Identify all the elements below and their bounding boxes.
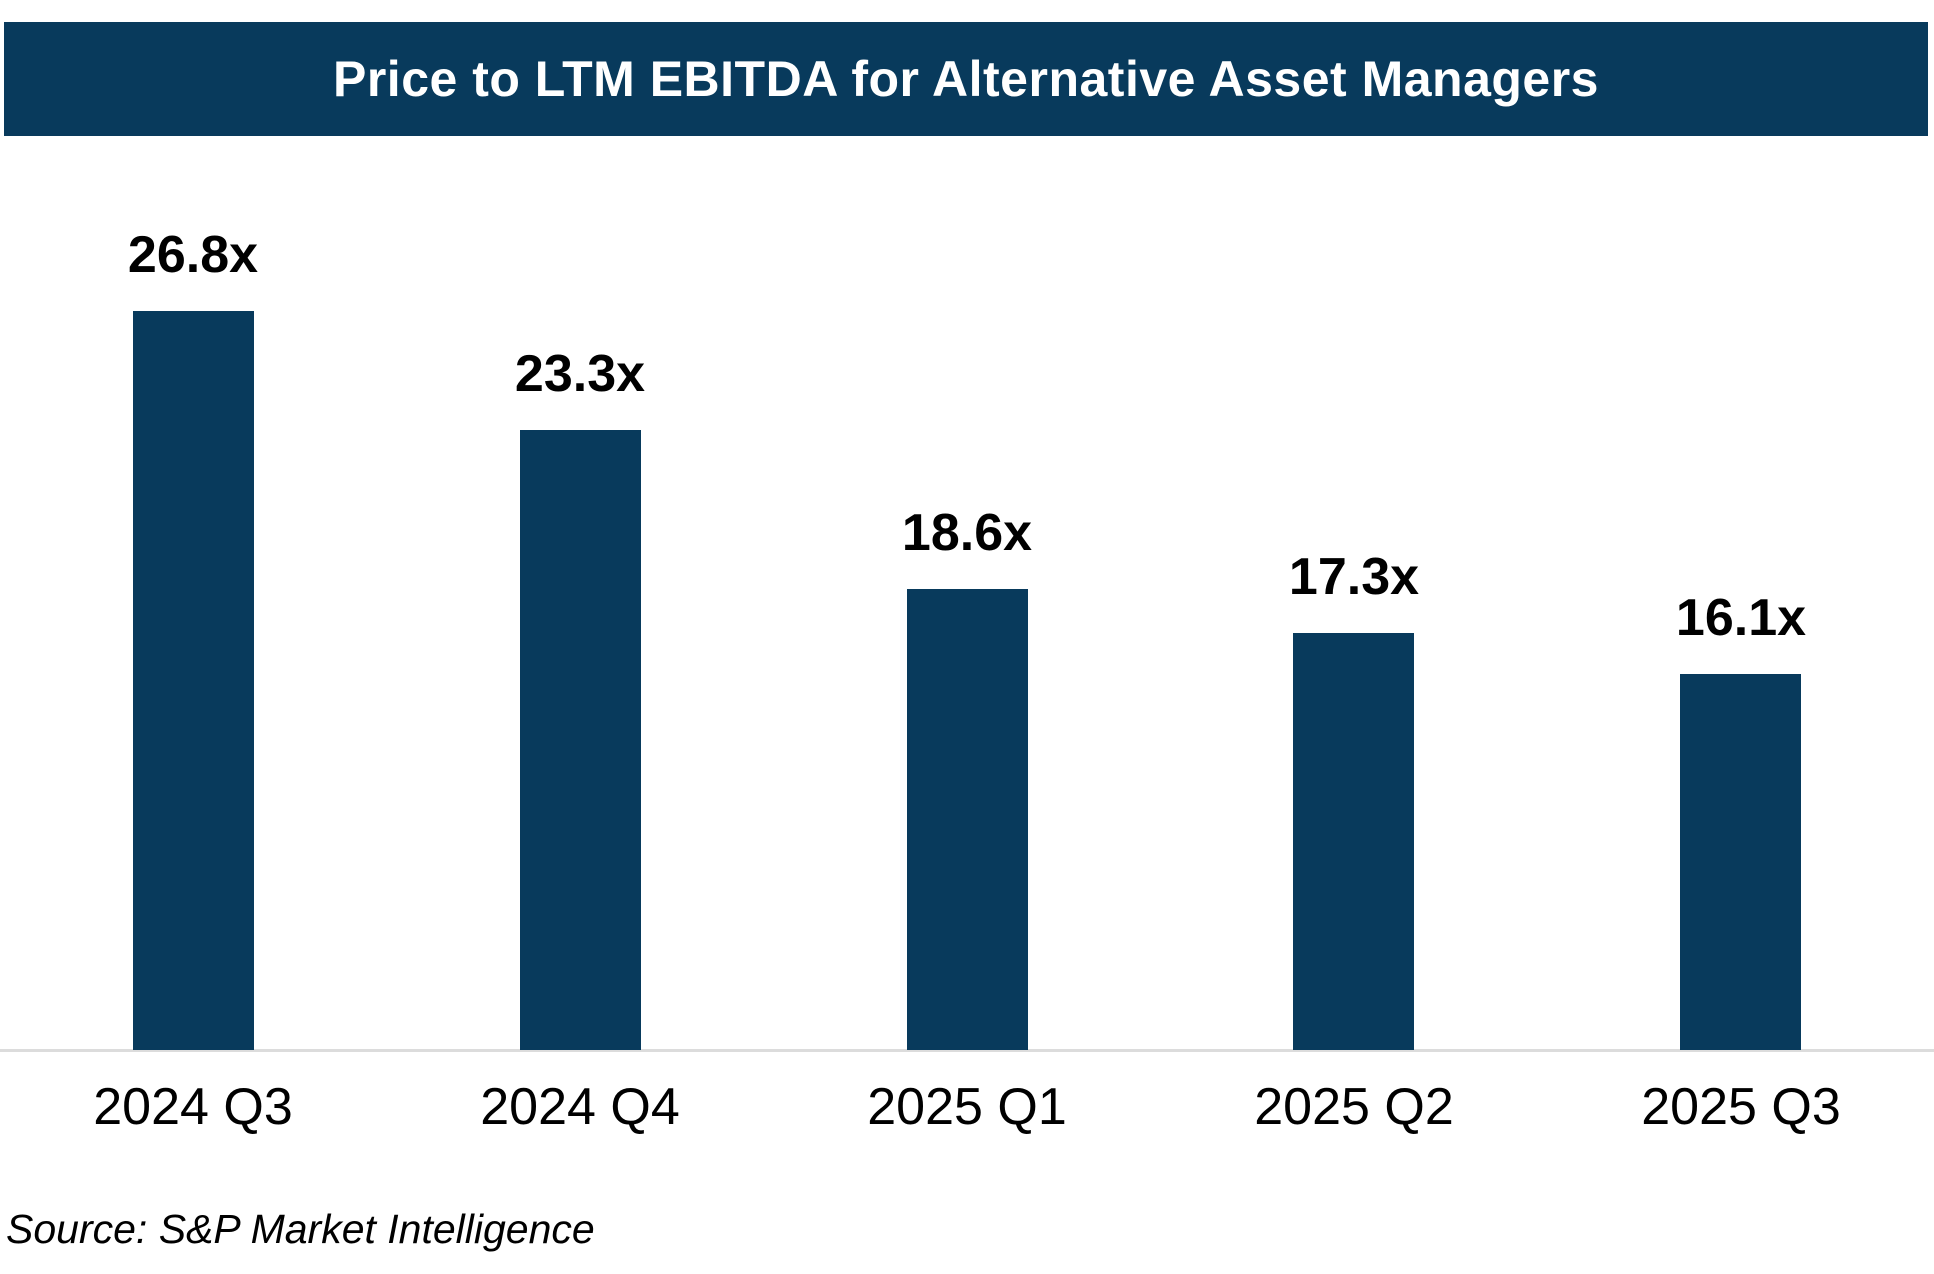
value-label-2024-q3: 26.8x [127, 226, 259, 284]
value-label-2025-q3: 16.1x [1675, 589, 1807, 647]
bar-2024-q4 [520, 430, 641, 1050]
axis-label-2025-q2: 2025 Q2 [1254, 1078, 1454, 1136]
chart-title: Price to LTM EBITDA for Alternative Asse… [333, 51, 1599, 107]
value-label-2025-q1: 18.6x [901, 504, 1033, 562]
axis-label-2024-q4: 2024 Q4 [480, 1078, 680, 1136]
axis-label-2025-q1: 2025 Q1 [867, 1078, 1067, 1136]
value-label-2025-q2: 17.3x [1288, 548, 1420, 606]
bar-2024-q3 [133, 311, 254, 1050]
axis-label-2025-q3: 2025 Q3 [1641, 1078, 1841, 1136]
chart-title-bar: Price to LTM EBITDA for Alternative Asse… [4, 22, 1928, 136]
axis-label-2024-q3: 2024 Q3 [93, 1078, 293, 1136]
bar-2025-q2 [1293, 633, 1414, 1050]
x-axis-line [0, 1049, 1934, 1052]
bar-2025-q1 [907, 589, 1028, 1050]
source-note: Source: S&P Market Intelligence [6, 1206, 595, 1252]
value-label-2024-q4: 23.3x [514, 345, 646, 403]
bar-2025-q3 [1680, 674, 1801, 1050]
